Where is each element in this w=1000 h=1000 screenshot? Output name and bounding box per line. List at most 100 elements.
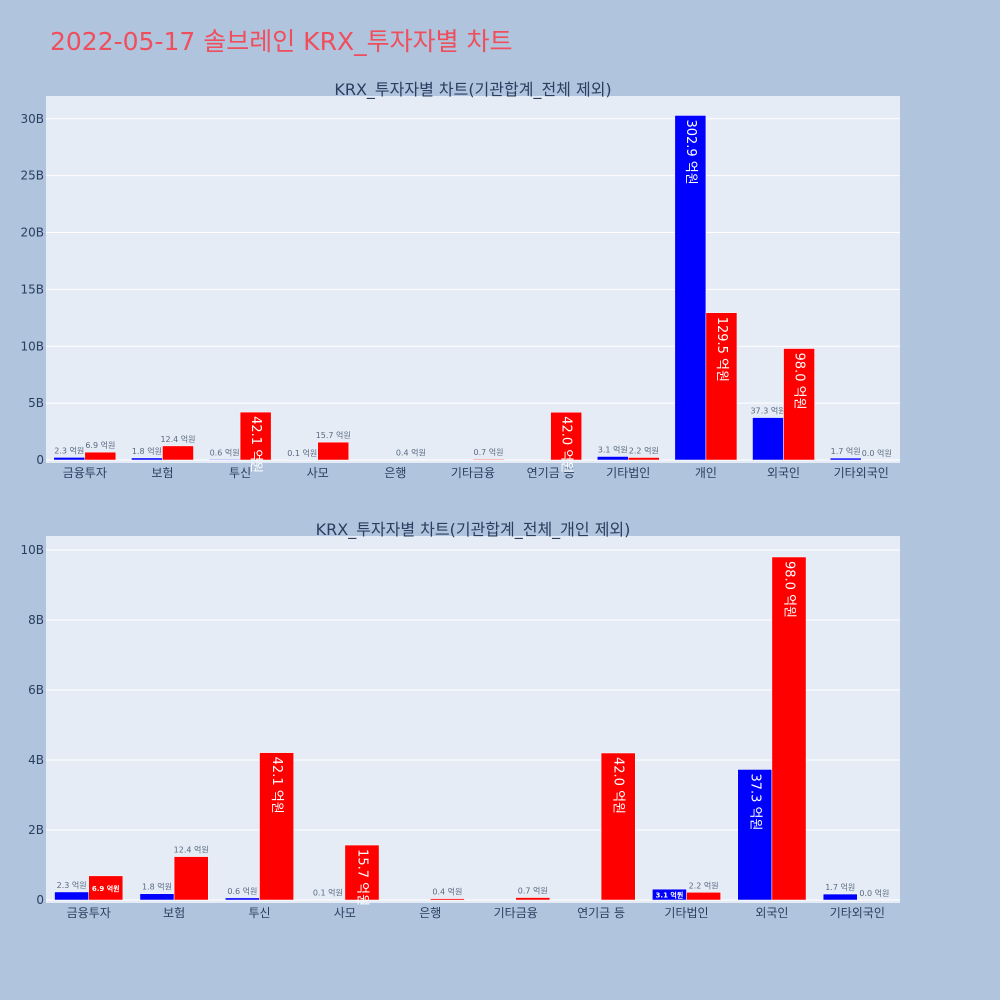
x-tick-label: 기타금융 bbox=[451, 466, 495, 480]
x-tick-label: 연기금 등 bbox=[577, 906, 625, 920]
bar bbox=[225, 897, 260, 901]
chart-bottom-title: KRX_투자자별 차트(기관합계_전체_개인 제외) bbox=[316, 520, 631, 540]
data-label: 6.9 억원 bbox=[85, 440, 115, 450]
bar bbox=[674, 115, 707, 461]
data-label: 2.2 억원 bbox=[689, 880, 719, 890]
page-title: 2022-05-17 솔브레인 KRX_투자자별 차트 bbox=[50, 27, 513, 56]
data-label: 2.2 억원 bbox=[629, 445, 659, 455]
bar bbox=[705, 312, 738, 461]
x-tick-label: 사모 bbox=[334, 906, 356, 920]
y-tick-label: 5B bbox=[28, 396, 44, 410]
data-label: 98.0 억원 bbox=[792, 353, 807, 410]
y-tick-label: 20B bbox=[20, 226, 44, 240]
bar bbox=[472, 458, 505, 461]
x-tick-label: 기타외국인 bbox=[830, 906, 885, 920]
y-tick-label: 6B bbox=[28, 683, 44, 697]
data-label: 129.5 억원 bbox=[714, 317, 729, 382]
data-label: 3.1 억원 bbox=[598, 444, 628, 454]
bar bbox=[259, 752, 294, 901]
data-label: 0.7 억원 bbox=[474, 447, 504, 457]
data-label: 12.4 억원 bbox=[174, 845, 209, 855]
bar bbox=[239, 411, 272, 461]
bar bbox=[737, 769, 773, 901]
x-tick-label: 은행 bbox=[384, 465, 406, 480]
chart-bottom: KRX_투자자별 차트(기관합계_전체_개인 제외) 0 2B 4B 6B 8B 10B 금… bbox=[20, 520, 900, 920]
bar bbox=[686, 892, 721, 901]
plot-background bbox=[46, 96, 900, 463]
data-label: 0.1 억원 bbox=[287, 448, 317, 458]
bar bbox=[430, 898, 465, 901]
x-tick-label: 연기금 등 bbox=[527, 466, 575, 480]
bar bbox=[771, 556, 807, 901]
y-tick-label: 0 bbox=[36, 453, 44, 467]
data-label: 2.3 억원 bbox=[54, 445, 84, 455]
x-tick-label: 기타외국인 bbox=[834, 466, 889, 480]
x-tick-label: 기타법인 bbox=[664, 906, 708, 920]
x-tick-label: 금융투자 bbox=[67, 906, 111, 920]
data-label: 1.7 억원 bbox=[825, 882, 855, 892]
x-tick-label: 투신 bbox=[248, 906, 270, 920]
x-tick-label: 사모 bbox=[307, 466, 329, 480]
data-label: 37.3 억원 bbox=[747, 773, 762, 830]
data-label: 42.1 억원 bbox=[248, 416, 263, 473]
y-tick-label: 8B bbox=[28, 613, 44, 627]
data-label: 0.1 억원 bbox=[313, 888, 343, 898]
bar bbox=[596, 456, 629, 461]
data-label: 0.6 억원 bbox=[210, 447, 240, 457]
x-tick-label: 보험 bbox=[163, 906, 185, 920]
data-label: 0.4 억원 bbox=[432, 887, 462, 897]
chart-top-title: KRX_투자자별 차트(기관합계_전체 제외) bbox=[334, 80, 611, 100]
bar bbox=[162, 445, 194, 461]
y-tick-label: 15B bbox=[20, 282, 44, 296]
x-tick-label: 기타법인 bbox=[606, 466, 650, 480]
x-tick-label: 개인 bbox=[695, 466, 717, 480]
data-label: 0.0 억원 bbox=[862, 448, 892, 458]
bar bbox=[54, 891, 89, 901]
data-label: 1.7 억원 bbox=[831, 446, 861, 456]
x-tick-label: 외국인 bbox=[755, 906, 788, 920]
bar bbox=[628, 457, 660, 461]
data-label: 1.8 억원 bbox=[132, 446, 162, 456]
x-tick-label: 보험 bbox=[151, 466, 173, 480]
bar bbox=[84, 451, 117, 461]
x-tick-label: 은행 bbox=[419, 905, 441, 920]
y-tick-label: 2B bbox=[28, 823, 44, 837]
data-label: 42.0 억원 bbox=[611, 757, 626, 814]
bar bbox=[139, 893, 175, 901]
y-tick-label: 10B bbox=[20, 543, 44, 557]
x-tick-label: 외국인 bbox=[767, 466, 800, 480]
bar bbox=[600, 752, 636, 901]
bar bbox=[783, 348, 815, 461]
bar bbox=[550, 411, 582, 461]
bar bbox=[344, 844, 380, 901]
data-label: 6.9 억원 bbox=[92, 884, 120, 893]
data-label: 0.7 억원 bbox=[518, 886, 548, 896]
bar bbox=[131, 457, 163, 461]
y-tick-label: 0 bbox=[36, 893, 44, 907]
bar bbox=[88, 875, 124, 901]
x-tick-label: 투신 bbox=[229, 466, 251, 480]
data-label: 0.0 억원 bbox=[859, 888, 889, 898]
y-tick-label: 4B bbox=[28, 753, 44, 767]
bar bbox=[752, 417, 784, 461]
y-tick-label: 10B bbox=[20, 339, 44, 353]
bar bbox=[208, 459, 241, 461]
data-label: 15.7 억원 bbox=[354, 849, 369, 906]
data-label: 0.4 억원 bbox=[396, 448, 426, 458]
data-label: 2.3 억원 bbox=[57, 880, 87, 890]
chart-top: KRX_투자자별 차트(기관합계_전체 제외) 0 5B 10B 15B 20B 25B 3… bbox=[20, 80, 900, 480]
data-label: 42.1 억원 bbox=[269, 757, 284, 814]
bar bbox=[829, 457, 862, 461]
data-label: 1.8 억원 bbox=[142, 882, 172, 892]
bar bbox=[173, 856, 209, 901]
x-tick-label: 기타금융 bbox=[494, 906, 538, 920]
data-label: 42.0 억원 bbox=[559, 416, 574, 473]
bar bbox=[822, 893, 858, 901]
y-tick-label: 30B bbox=[20, 112, 44, 126]
data-label: 12.4 억원 bbox=[160, 434, 195, 444]
data-label: 15.7 억원 bbox=[316, 430, 351, 440]
data-label: 3.1 억원 bbox=[656, 891, 684, 900]
data-label: 302.9 억원 bbox=[683, 119, 698, 184]
bar bbox=[53, 457, 86, 461]
